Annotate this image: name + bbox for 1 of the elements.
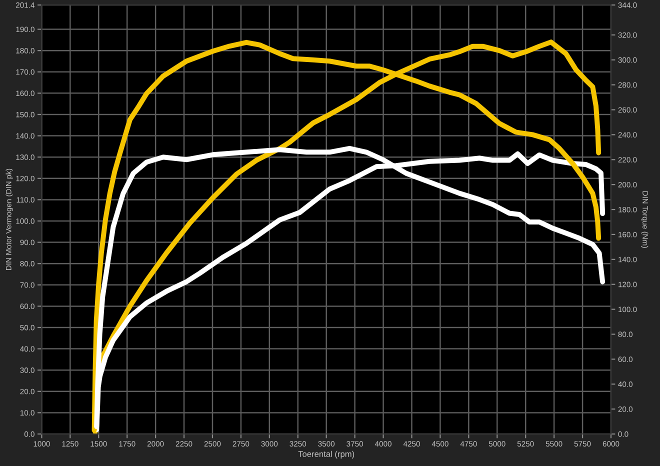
x-axis-title: Toerental (rpm) bbox=[298, 450, 354, 459]
